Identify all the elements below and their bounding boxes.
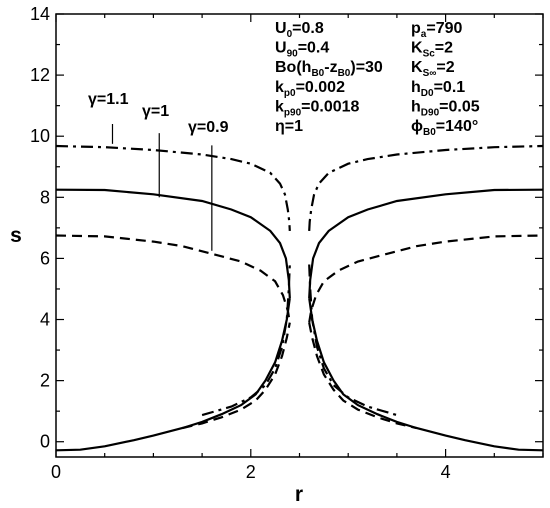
axis-ticks: 0 2 4 0 2 4 6 8 10 12 14 (30, 4, 544, 482)
y-tick-label: 12 (30, 65, 50, 85)
parameter-text: kp0=0.002 (275, 79, 345, 99)
curve-series-0-top_left (55, 144, 291, 231)
parameter-text: kp90=0.0018 (275, 98, 360, 118)
y-tick-label: 10 (30, 126, 50, 146)
y-tick-label: 2 (40, 371, 50, 391)
curve-series-1-top_left (55, 188, 291, 299)
annotation-label: γ=1.1 (88, 91, 129, 108)
curve-series-1-bottom_right (308, 297, 544, 452)
parameter-text: hD0=0.1 (411, 79, 465, 99)
parameter-text: ϕB0=140° (411, 118, 478, 138)
curves (55, 144, 544, 452)
curve-series-2-top_left (55, 234, 291, 323)
curve-series-2-bottom_left (182, 322, 291, 430)
x-tick-label: 0 (51, 462, 61, 482)
y-tick-label: 4 (40, 310, 50, 330)
annotation-label: γ=1 (142, 103, 169, 120)
annotation-label: γ=0.9 (188, 119, 229, 136)
parameter-text: pa=790 (411, 20, 462, 40)
x-tick-label: 4 (441, 462, 451, 482)
curve-series-2-bottom_right (308, 322, 417, 430)
curve-series-2-top_right (308, 234, 544, 323)
y-tick-label: 6 (40, 248, 50, 268)
curve-series-1-bottom_left (55, 297, 291, 452)
parameter-text: KS∞=2 (411, 59, 455, 79)
y-tick-label: 14 (30, 4, 50, 24)
parameter-text: U0=0.8 (275, 20, 324, 40)
parameter-text: hD90=0.05 (411, 98, 480, 118)
curve-series-0-bottom_right (308, 264, 398, 417)
curve-series-1-top_right (308, 188, 544, 299)
parameter-text: Bo(hB0-zB0)=30 (275, 59, 383, 79)
parameter-box: U0=0.8U90=0.4Bo(hB0-zB0)=30kp0=0.002kp90… (275, 20, 480, 138)
x-tick-label: 2 (246, 462, 256, 482)
y-axis-title: s (10, 224, 22, 247)
parameter-text: η=1 (275, 118, 303, 135)
parameter-text: KSc=2 (411, 40, 453, 60)
parameter-text: U90=0.4 (275, 40, 329, 60)
y-tick-label: 8 (40, 187, 50, 207)
gamma-annotations: γ=1.1 γ=1 γ=0.9 (88, 91, 229, 251)
curve-series-0-top_right (308, 144, 544, 231)
curve-series-0-bottom_left (201, 264, 291, 417)
y-tick-label: 0 (40, 432, 50, 452)
x-axis-title: r (295, 483, 303, 506)
